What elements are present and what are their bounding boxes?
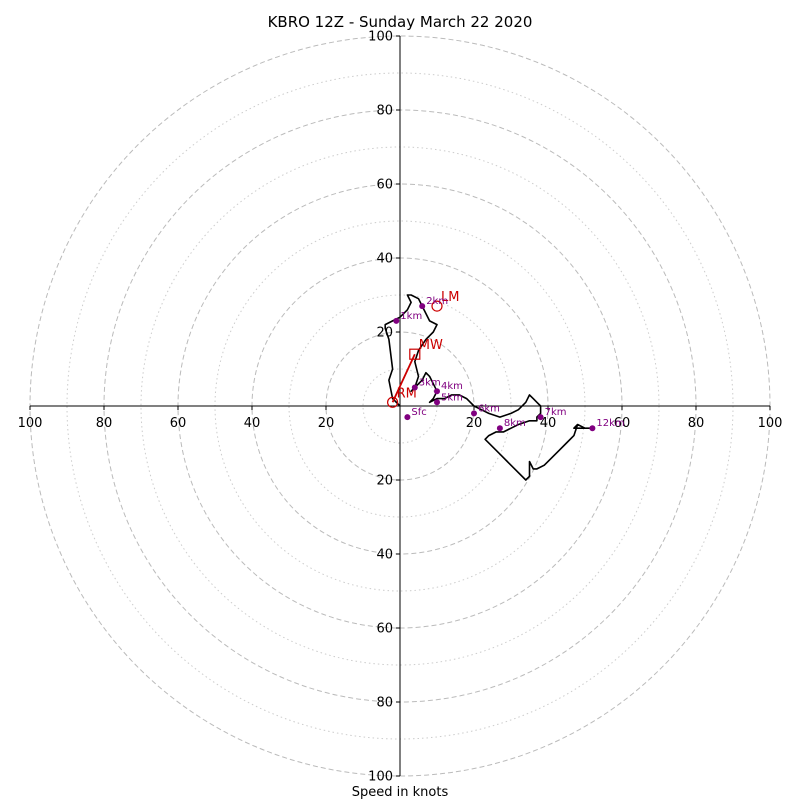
x-tick-label: 60	[170, 416, 187, 431]
hodograph-trace	[384, 294, 594, 481]
y-tick-label: 100	[368, 770, 393, 785]
storm-motion-rm-label: RM	[397, 386, 417, 401]
x-tick-label: 80	[688, 416, 705, 431]
height-marker-12km	[589, 425, 596, 432]
storm-motion-lm-label: LM	[441, 290, 459, 305]
y-tick-label: 100	[368, 30, 393, 45]
x-tick-label: 60	[614, 416, 631, 431]
y-tick-label: 80	[376, 696, 393, 711]
height-marker-7km	[537, 414, 544, 421]
x-tick-label: 40	[244, 416, 261, 431]
x-axis-label: Speed in knots	[352, 785, 449, 800]
height-label-3km: 3km	[419, 378, 441, 389]
x-tick-label: 20	[318, 416, 335, 431]
x-ticks: 100 80 60 40 20 20 40 60 80 100	[18, 406, 783, 431]
y-tick-label: 60	[376, 622, 393, 637]
height-marker-4km	[434, 388, 440, 395]
height-marker-2km	[419, 303, 426, 310]
height-marker-1km	[393, 317, 400, 324]
y-tick-label: 40	[376, 548, 393, 563]
height-label-4km: 4km	[441, 381, 463, 392]
height-marker-6km	[471, 410, 477, 417]
chart-title: KBRO 12Z - Sunday March 22 2020	[268, 13, 533, 31]
height-label-2km: 2km	[426, 296, 448, 307]
x-tick-label: 80	[96, 416, 113, 431]
y-tick-label: 20	[376, 326, 393, 341]
height-label-6km: 6km	[478, 403, 500, 414]
x-tick-label: 100	[758, 416, 783, 431]
height-marker-sfc	[404, 414, 411, 421]
y-tick-label: 20	[376, 474, 393, 489]
storm-motion-group: LM MW RM	[387, 290, 459, 408]
hodograph-trace-group	[384, 294, 594, 481]
storm-motion-rm-marker	[387, 396, 399, 408]
height-label-1km: 1km	[400, 311, 422, 322]
x-tick-label: 100	[18, 416, 43, 431]
height-marker-8km	[496, 425, 503, 432]
y-ticks: 100 80 60 40 20 20 40 60 80 100	[368, 30, 400, 785]
height-label-sfc: Sfc	[411, 407, 426, 418]
height-label-12km: 12km	[596, 418, 624, 429]
storm-motion-mw-marker	[409, 348, 421, 360]
x-tick-label: 20	[466, 416, 483, 431]
y-tick-label: 40	[376, 252, 393, 267]
y-tick-label: 60	[376, 178, 393, 193]
storm-motion-vector	[391, 353, 416, 403]
storm-motion-mw-label: MW	[419, 338, 443, 353]
x-tick-label: 40	[540, 416, 557, 431]
y-tick-label: 80	[376, 104, 393, 119]
height-marker-5km	[434, 399, 440, 406]
height-label-7km: 7km	[545, 407, 567, 418]
height-label-8km: 8km	[504, 418, 526, 429]
storm-motion-lm-marker	[431, 300, 443, 312]
height-label-5km: 5km	[441, 392, 463, 403]
height-marker-3km	[411, 384, 418, 391]
